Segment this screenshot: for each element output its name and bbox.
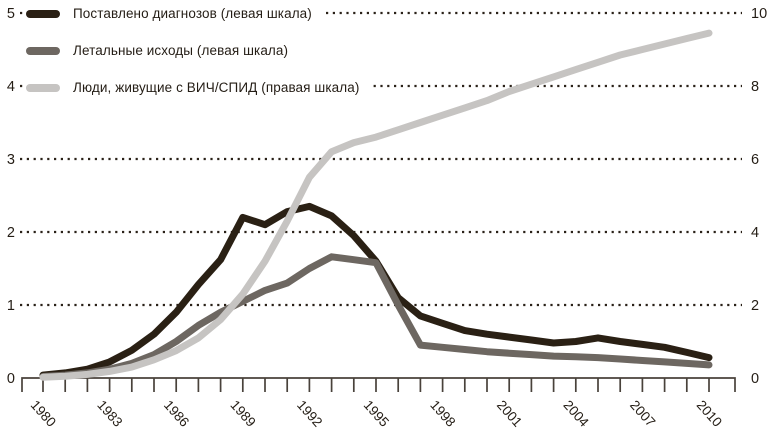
living-with-hiv-line [39,29,713,381]
x-axis-label-1980: 1980 [28,397,59,429]
deaths-line [39,253,713,380]
x-axis-label-1989: 1989 [227,397,258,429]
x-axis-label-2010: 2010 [694,397,725,429]
y-axis-left-label-4: 4 [7,79,15,95]
x-axis-label-2007: 2007 [627,397,658,429]
diagnoses-line-swatch [26,9,60,18]
legend-label-diagnoses: Поставлено диагнозов (левая шкала) [73,6,312,21]
x-axis-label-2001: 2001 [494,397,525,429]
x-axis-label-1992: 1992 [294,397,325,429]
y-axis-right-label-10: 10 [751,6,767,22]
legend-label-living-with-hiv: Люди, живущие с ВИЧ/СПИД (правая шкала) [73,80,360,95]
y-axis-left-label-2: 2 [7,225,15,241]
y-axis-right-label-2: 2 [751,298,759,314]
legend-item-diagnoses: Поставлено диагнозов (левая шкала) [26,3,322,24]
y-axis-left-label-0: 0 [7,371,15,387]
deaths-line-swatch [26,46,60,55]
x-axis-line [21,377,736,392]
y-axis-left-label-3: 3 [7,152,15,168]
y-axis-left-label-1: 1 [7,298,15,314]
legend-item-living-with-hiv: Люди, живущие с ВИЧ/СПИД (правая шкала) [26,77,370,98]
x-axis-label-1998: 1998 [427,397,458,429]
legend-label-deaths: Летальные исходы (левая шкала) [73,43,289,58]
x-axis-label-2004: 2004 [560,397,592,430]
x-axis-label-1986: 1986 [161,397,192,429]
y-axis-right-label-4: 4 [751,225,759,241]
y-axis-right-label-8: 8 [751,79,759,95]
x-axis-label-1995: 1995 [361,397,392,429]
x-axis-label-1983: 1983 [94,397,125,429]
living-with-hiv-line-swatch [26,83,60,92]
legend-item-deaths: Летальные исходы (левая шкала) [26,40,299,61]
y-axis-right-label-6: 6 [751,152,759,168]
y-axis-right-label-0: 0 [751,371,759,387]
y-axis-left-label-5: 5 [7,6,15,22]
